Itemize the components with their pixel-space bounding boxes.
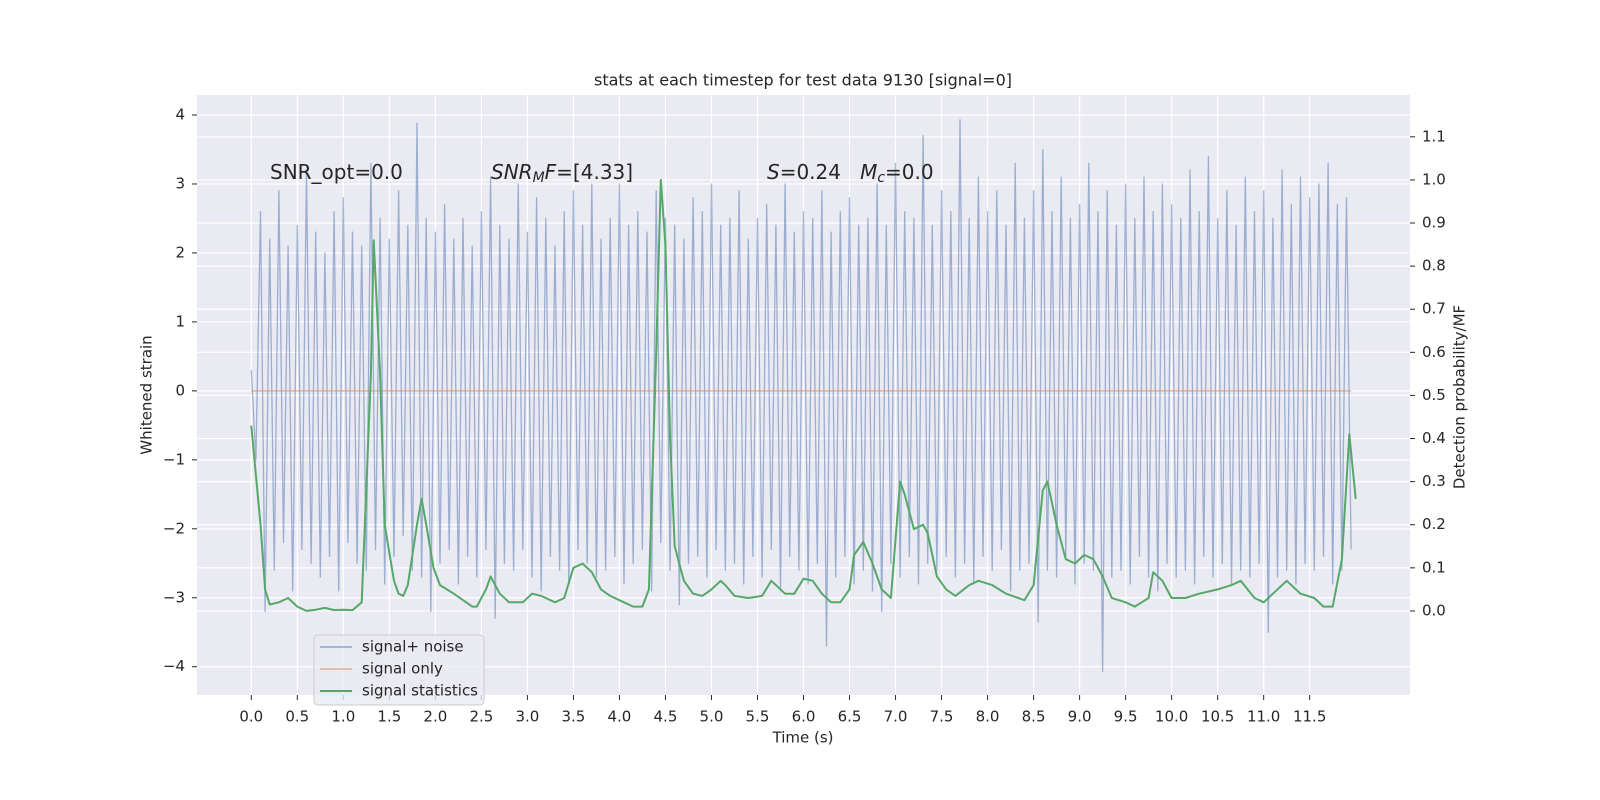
y-axis-label: Whitened strain	[138, 335, 156, 454]
x-tick-label: 5.5	[746, 708, 770, 726]
y-tick-label: 3	[175, 174, 185, 192]
annotation: S=0.24 Mc=0.0	[767, 160, 934, 187]
y2-tick-label: 0.8	[1422, 257, 1446, 275]
plot-lines	[250, 119, 1357, 673]
x-axis-label: Time (s)	[772, 729, 834, 747]
y-tick-label: −2	[163, 519, 185, 537]
annotations: SNR_opt=0.0 SNRMF=[4.33] S=0.24 Mc=0.0	[270, 160, 934, 187]
x-tick-label: 7.0	[884, 708, 908, 726]
chart-title: stats at each timestep for test data 913…	[594, 71, 1012, 90]
x-tick-label: 9.5	[1114, 708, 1138, 726]
x-tick-label: 8.0	[976, 708, 1000, 726]
legend-label: signal statistics	[362, 682, 478, 700]
legend-label: signal+ noise	[362, 638, 464, 656]
legend-box	[313, 634, 485, 706]
x-tick-label: 3.5	[561, 708, 585, 726]
annotation: SNR_opt=0.0	[270, 160, 403, 184]
y2-tick-label: 1.0	[1422, 170, 1446, 188]
x-tick-label: 1.0	[331, 708, 355, 726]
annotation-part: =[4.33]	[556, 160, 633, 184]
annotation: SNRMF=[4.33]	[491, 160, 633, 187]
annotation-part: M	[860, 160, 877, 184]
annotation-part: F	[545, 160, 557, 184]
x-tick-label: 2.5	[469, 708, 493, 726]
x-tick-label: 0.5	[285, 708, 309, 726]
annotation-part: SNR	[491, 160, 533, 184]
y2-tick-label: 0.7	[1422, 300, 1446, 318]
y2-tick-label: 0.6	[1422, 343, 1446, 361]
y2-tick-label: 0.1	[1422, 558, 1446, 576]
x-tick-label: 5.0	[700, 708, 724, 726]
y2-axis-label: Detection probability/MF	[1451, 305, 1469, 489]
y2-tick-label: 0.2	[1422, 515, 1446, 533]
y-tick-label: −3	[163, 588, 185, 606]
x-tick-label: 9.0	[1068, 708, 1092, 726]
x-tick-label: 7.5	[930, 708, 954, 726]
y2-tick-label: 0.5	[1422, 386, 1446, 404]
x-tick-label: 2.0	[423, 708, 447, 726]
annotation-part: =0.24	[780, 160, 860, 184]
x-tick-label: 1.5	[377, 708, 401, 726]
legend: signal+ noise signal only signal statistic…	[313, 634, 485, 706]
y2-tick-label: 0.3	[1422, 472, 1446, 490]
x-tick-label: 0.0	[239, 708, 263, 726]
annotation-part: c	[877, 170, 885, 186]
x-tick-label: 10.0	[1155, 708, 1188, 726]
y-tick-label: −4	[163, 657, 185, 675]
y-tick-label: 1	[175, 312, 185, 330]
x-tick-label: 10.5	[1201, 708, 1234, 726]
x-tick-label: 4.0	[608, 708, 632, 726]
y-tick-label: 2	[175, 243, 185, 261]
y-tick-label: 4	[175, 106, 185, 124]
annotation-part: S	[767, 160, 780, 184]
y-tick-label: 0	[175, 381, 185, 399]
series-line	[250, 178, 1357, 612]
y2-tick-label: 0.0	[1422, 601, 1446, 619]
y2-tick-label: 1.1	[1422, 127, 1446, 145]
y2-tick-label: 0.4	[1422, 429, 1446, 447]
legend-label: signal only	[362, 660, 443, 678]
y2-tick-label: 0.9	[1422, 214, 1446, 232]
annotation-part: =0.0	[885, 160, 934, 184]
x-tick-label: 6.5	[838, 708, 862, 726]
annotation-part: SNR_opt=0.0	[270, 160, 403, 184]
x-tick-label: 11.5	[1293, 708, 1326, 726]
y-tick-label: −1	[163, 450, 185, 468]
x-tick-label: 11.0	[1247, 708, 1280, 726]
annotation-part: M	[533, 170, 545, 186]
x-tick-label: 3.0	[515, 708, 539, 726]
x-tick-label: 6.0	[792, 708, 816, 726]
x-tick-label: 4.5	[654, 708, 678, 726]
ticks: 0.0 0.5 1.0 1.5 2.0 2.5 3.0 3.5 4.0 4.5 5.0 5.5 6.0 6…	[163, 106, 1446, 726]
x-tick-label: 8.5	[1022, 708, 1046, 726]
